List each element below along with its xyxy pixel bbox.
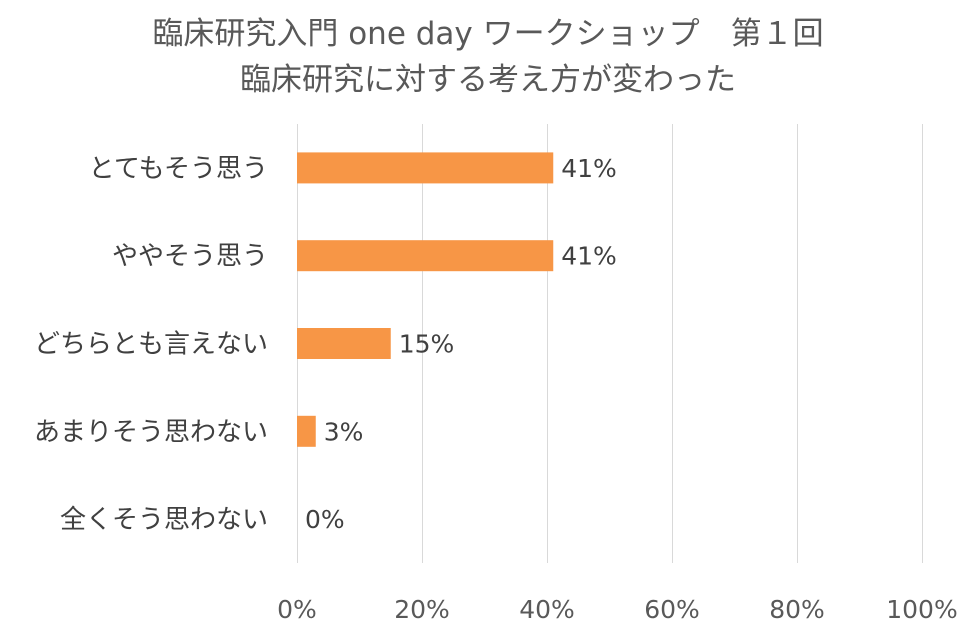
chart-title-line-2: 臨床研究に対する考え方が変わった bbox=[240, 62, 736, 98]
x-tick-label: 40% bbox=[519, 595, 575, 624]
data-label: 3% bbox=[324, 417, 364, 446]
x-tick-label: 80% bbox=[769, 595, 825, 624]
bar bbox=[297, 415, 316, 447]
bars bbox=[297, 152, 554, 447]
data-label: 0% bbox=[305, 505, 345, 534]
category-label: 全くそう思わない bbox=[60, 505, 268, 535]
bar bbox=[297, 328, 391, 359]
data-label: 15% bbox=[399, 330, 455, 359]
category-label: とてもそう思う bbox=[89, 154, 268, 184]
gridlines bbox=[297, 124, 923, 563]
x-tick-label: 100% bbox=[886, 595, 957, 624]
category-label: あまりそう思わない bbox=[34, 417, 268, 447]
bar bbox=[297, 240, 554, 272]
x-tick-labels: 0% 20% 40% 60% 80% 100% bbox=[277, 595, 958, 624]
category-label: ややそう思う bbox=[112, 242, 268, 272]
x-tick-label: 60% bbox=[644, 595, 700, 624]
chart-title-line-1: 臨床研究入門 one day ワークショップ 第１回 bbox=[152, 16, 823, 52]
x-tick-label: 0% bbox=[277, 595, 317, 624]
category-label: どちらとも言えない bbox=[34, 330, 268, 360]
bar bbox=[297, 152, 554, 184]
data-label: 41% bbox=[561, 154, 617, 183]
x-tick-label: 20% bbox=[394, 595, 450, 624]
data-labels: 41% 41% 15% 3% 0% bbox=[305, 154, 617, 534]
data-label: 41% bbox=[561, 242, 617, 271]
